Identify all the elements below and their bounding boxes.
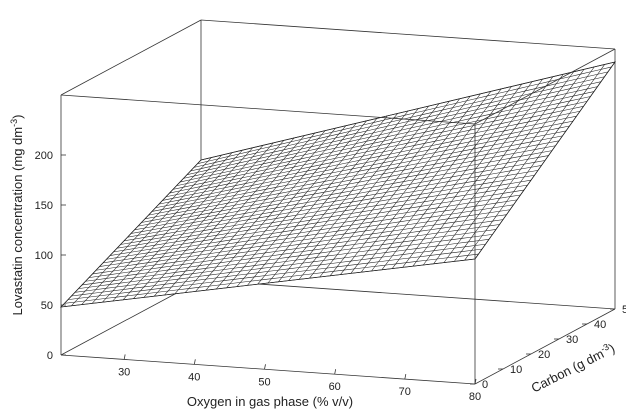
y-tick-label: 20	[538, 349, 550, 361]
x-tick-mark	[264, 364, 266, 370]
mesh-line-y	[162, 115, 577, 201]
x-tick-label: 70	[399, 386, 411, 398]
mesh-line-y	[60, 258, 476, 308]
mesh-line-y	[99, 204, 514, 267]
mesh-line-y	[113, 184, 528, 253]
mesh-line-y	[88, 219, 504, 278]
mesh-line-y	[172, 101, 588, 190]
y-axis-ticks: 0 10 20 30 40 50	[470, 304, 626, 391]
mesh-line-y	[78, 234, 493, 289]
box-edge	[474, 48, 616, 125]
mesh-line-y	[109, 189, 525, 256]
mesh-line-y	[127, 165, 542, 238]
z-tick-label: 150	[35, 200, 53, 212]
x-tick-label: 40	[188, 371, 200, 383]
x-tick-label: 30	[118, 366, 130, 378]
y-tick-label: 30	[566, 334, 578, 346]
x-tick-mark	[474, 378, 477, 385]
x-tick-label: 50	[258, 376, 270, 388]
mesh-line-y	[81, 229, 497, 286]
box-edge	[474, 308, 616, 385]
plot-box-front	[60, 48, 616, 385]
x-axis-title: Oxygen in gas phase (% v/v)	[187, 394, 353, 409]
mesh-line-y	[155, 125, 570, 209]
mesh-line-y	[137, 150, 553, 227]
mesh-line-y	[183, 86, 598, 179]
mesh-line-y	[123, 170, 539, 242]
z-axis-ticks: 0 50 100 150 200	[35, 150, 66, 362]
box-edge	[60, 354, 476, 385]
x-tick-mark	[334, 369, 337, 375]
z-tick-label: 200	[35, 150, 53, 162]
mesh-line-y	[151, 130, 567, 212]
x-tick-label: 80	[469, 391, 481, 403]
response-surface	[59, 61, 616, 308]
mesh-line-y	[141, 145, 556, 223]
y-tick-label: 10	[510, 364, 522, 376]
box-edge	[200, 279, 616, 310]
mesh-line-y	[134, 155, 549, 231]
mesh-line-y	[95, 209, 511, 271]
box-edge	[60, 94, 476, 125]
mesh-line-y	[64, 253, 479, 304]
x-axis-ticks: 30 40 50 60 70 80	[118, 354, 481, 403]
mesh-line-y	[158, 120, 574, 205]
y-tick-label: 50	[622, 304, 626, 316]
mesh-line-y	[67, 248, 483, 300]
mesh-line-y	[200, 61, 616, 161]
mesh-line-y	[148, 135, 563, 216]
surface-outline	[59, 61, 616, 308]
mesh-line-y	[74, 239, 490, 293]
mesh-line-y	[169, 106, 584, 194]
mesh-line-y	[197, 66, 612, 164]
mesh-line-y	[165, 110, 581, 198]
z-tick-label: 100	[35, 250, 53, 262]
mesh-line-y	[71, 243, 486, 297]
x-tick-mark	[404, 374, 407, 380]
box-edge	[200, 19, 616, 50]
mesh-line-y	[144, 140, 560, 220]
mesh-line-y	[190, 76, 605, 172]
mesh-line-y	[92, 214, 507, 275]
mesh-line-y	[102, 199, 518, 264]
mesh-line-y	[186, 81, 602, 175]
z-tick-label: 50	[41, 300, 53, 312]
mesh-line-y	[130, 160, 546, 234]
mesh-line-y	[179, 91, 595, 183]
mesh-line-y	[120, 175, 535, 245]
mesh-line-y	[85, 224, 500, 282]
x-tick-mark	[193, 359, 196, 365]
box-edge	[60, 19, 202, 96]
x-tick-mark	[123, 354, 126, 360]
z-tick-label: 0	[47, 350, 53, 362]
mesh-line-y	[193, 71, 609, 168]
y-tick-label: 40	[594, 319, 606, 331]
y-tick-label: 0	[482, 379, 488, 391]
z-axis-title: Lovastatin concentration (mg dm-3)	[9, 115, 25, 316]
mesh-line-y	[176, 96, 591, 186]
mesh-line-y	[106, 194, 521, 260]
mesh-line-y	[116, 179, 532, 249]
x-tick-label: 60	[329, 381, 341, 393]
